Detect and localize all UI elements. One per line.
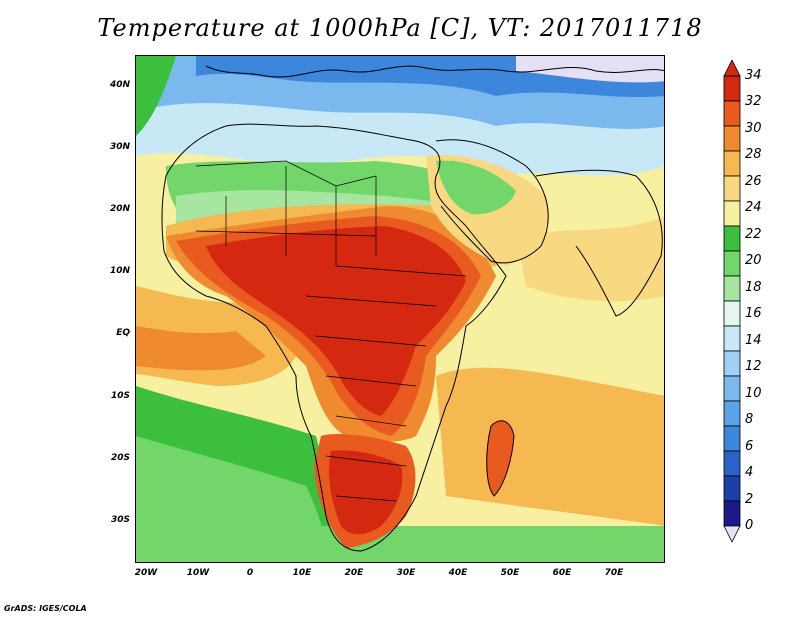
lon-label-10w: 10W: [186, 568, 210, 578]
lat-label-30s: 30S: [110, 515, 130, 525]
lon-label-50e: 50E: [500, 568, 520, 578]
colorbar-swatch: [723, 225, 741, 252]
colorbar-swatch: [723, 500, 741, 527]
colorbar-label: 0: [745, 518, 754, 533]
europe-coast: [205, 65, 664, 78]
map-plot-area: [135, 55, 665, 563]
colorbar-label: 14: [745, 332, 762, 348]
lat-label-10n: 10N: [109, 266, 130, 276]
colorbar-swatch: [723, 350, 741, 377]
colorbar-label: 16: [745, 306, 762, 322]
temperature-map: [136, 56, 664, 562]
lon-label-30e: 30E: [396, 568, 416, 578]
colorbar-swatch: [723, 100, 741, 127]
colorbar-swatch: [723, 150, 741, 177]
colorbar-label: 32: [745, 94, 762, 110]
lon-label-20w: 20W: [134, 568, 158, 578]
colorbar-swatch: [723, 125, 741, 152]
lon-label-40e: 40E: [448, 568, 468, 578]
colorbar-under-arrow: [723, 525, 741, 543]
colorbar-label: 34: [745, 68, 762, 83]
madagascar: [486, 420, 514, 496]
lat-label-20s: 20S: [110, 453, 130, 463]
colorbar-label: 4: [745, 465, 754, 481]
colorbar-swatch: [723, 400, 741, 427]
colorbar-swatch: [723, 75, 741, 102]
colorbar-swatch: [723, 375, 741, 402]
arabian-sea-warm: [516, 216, 664, 302]
lon-label-70e: 70E: [604, 568, 624, 578]
gulf-of-guinea-warm: [136, 326, 266, 371]
colorbar-label: 10: [745, 385, 762, 401]
north-atlantic-green: [136, 56, 176, 136]
colorbar-swatch: [723, 275, 741, 302]
colorbar-swatch: [723, 425, 741, 452]
colorbar-label: 20: [745, 253, 762, 269]
tropical-africa-peak: [206, 226, 466, 416]
lon-label-10e: 10E: [292, 568, 312, 578]
lon-label-20e: 20E: [344, 568, 364, 578]
madagascar-coast: [486, 420, 515, 497]
lon-label-60e: 60E: [552, 568, 572, 578]
country-borders: [195, 160, 467, 502]
arabia-coast: [435, 139, 549, 264]
colorbar-swatch: [723, 250, 741, 277]
colorbar-swatch: [723, 325, 741, 352]
colorbar-label: 22: [745, 226, 762, 242]
southern-africa-peak: [329, 450, 403, 535]
colorbar-label: 12: [745, 359, 762, 375]
colorbar-label: 26: [745, 173, 762, 189]
lat-label-10s: 10S: [110, 391, 130, 401]
colorbar-label: 30: [745, 120, 762, 136]
lat-label-40n: 40N: [109, 80, 130, 90]
colorbar-swatch: [723, 175, 741, 202]
arabia-mild: [436, 160, 516, 215]
coastlines: [161, 65, 664, 552]
colorbar-label: 2: [745, 491, 754, 507]
india-coast: [535, 169, 663, 317]
colorbar: [723, 60, 741, 543]
africa-coast: [161, 123, 507, 552]
lon-label-0: 0: [246, 568, 254, 578]
colorbar-label: 8: [745, 412, 754, 428]
grads-credit: GrADS: IGES/COLA: [4, 604, 87, 613]
colorbar-swatch: [723, 200, 741, 227]
colorbar-label: 24: [745, 200, 762, 216]
chart-title: Temperature at 1000hPa [C], VT: 20170117…: [97, 14, 703, 42]
colorbar-swatch: [723, 450, 741, 477]
colorbar-label: 6: [745, 438, 754, 454]
colorbar-label: 28: [745, 147, 762, 163]
colorbar-over-arrow: [723, 60, 741, 77]
lat-label-eq: EQ: [116, 328, 130, 338]
colorbar-swatch: [723, 300, 741, 327]
southern-ocean-band: [136, 526, 664, 562]
colorbar-swatch: [723, 475, 741, 502]
colorbar-label: 18: [745, 279, 762, 295]
lat-label-30n: 30N: [109, 142, 130, 152]
lat-label-20n: 20N: [109, 204, 130, 214]
